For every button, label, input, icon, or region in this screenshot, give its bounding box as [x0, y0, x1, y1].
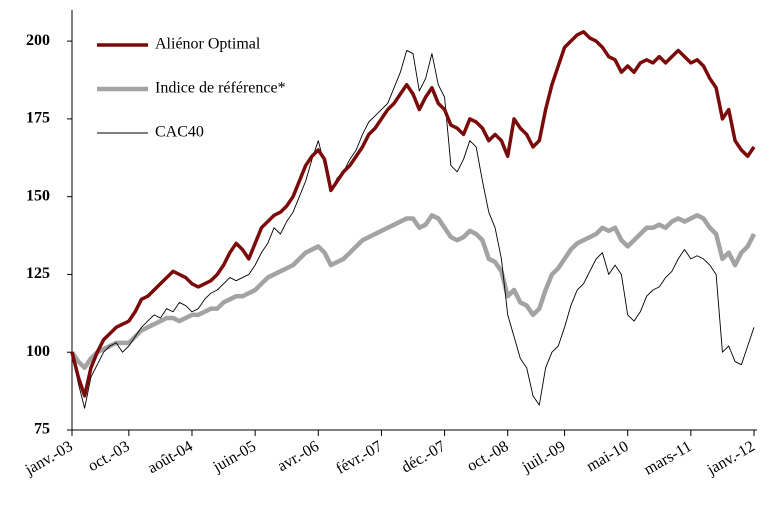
x-tick-label: janv.-12: [704, 438, 758, 479]
x-tick-label: avr.-06: [275, 438, 322, 475]
x-tick-label: févr.-07: [333, 438, 385, 478]
x-tick-label: oct.-03: [85, 438, 132, 475]
x-tick-label: mai-10: [584, 438, 632, 475]
y-tick-label: 100: [26, 343, 50, 360]
legend-label: CAC40: [155, 124, 204, 141]
series-line: [70, 213, 757, 371]
y-tick-label: 125: [26, 265, 50, 282]
x-tick-label: mars-11: [641, 438, 694, 479]
x-tick-label: août-04: [145, 438, 196, 477]
y-tick-label: 150: [26, 187, 50, 204]
x-tick-label: juin-05: [210, 438, 259, 476]
x-tick-label: janv.-03: [22, 438, 76, 479]
series-line: [71, 49, 755, 409]
legend-label: Aliénor Optimal: [155, 36, 261, 53]
y-tick-label: 200: [26, 32, 50, 49]
series-line: [70, 30, 756, 398]
x-tick-label: oct.-08: [464, 438, 511, 475]
legend-label: Indice de référence*: [155, 80, 286, 97]
x-tick-label: déc.-07: [399, 438, 449, 476]
y-tick-label: 175: [26, 110, 50, 127]
x-tick-label: juil.-09: [519, 438, 569, 477]
y-tick-label: 75: [34, 421, 50, 438]
